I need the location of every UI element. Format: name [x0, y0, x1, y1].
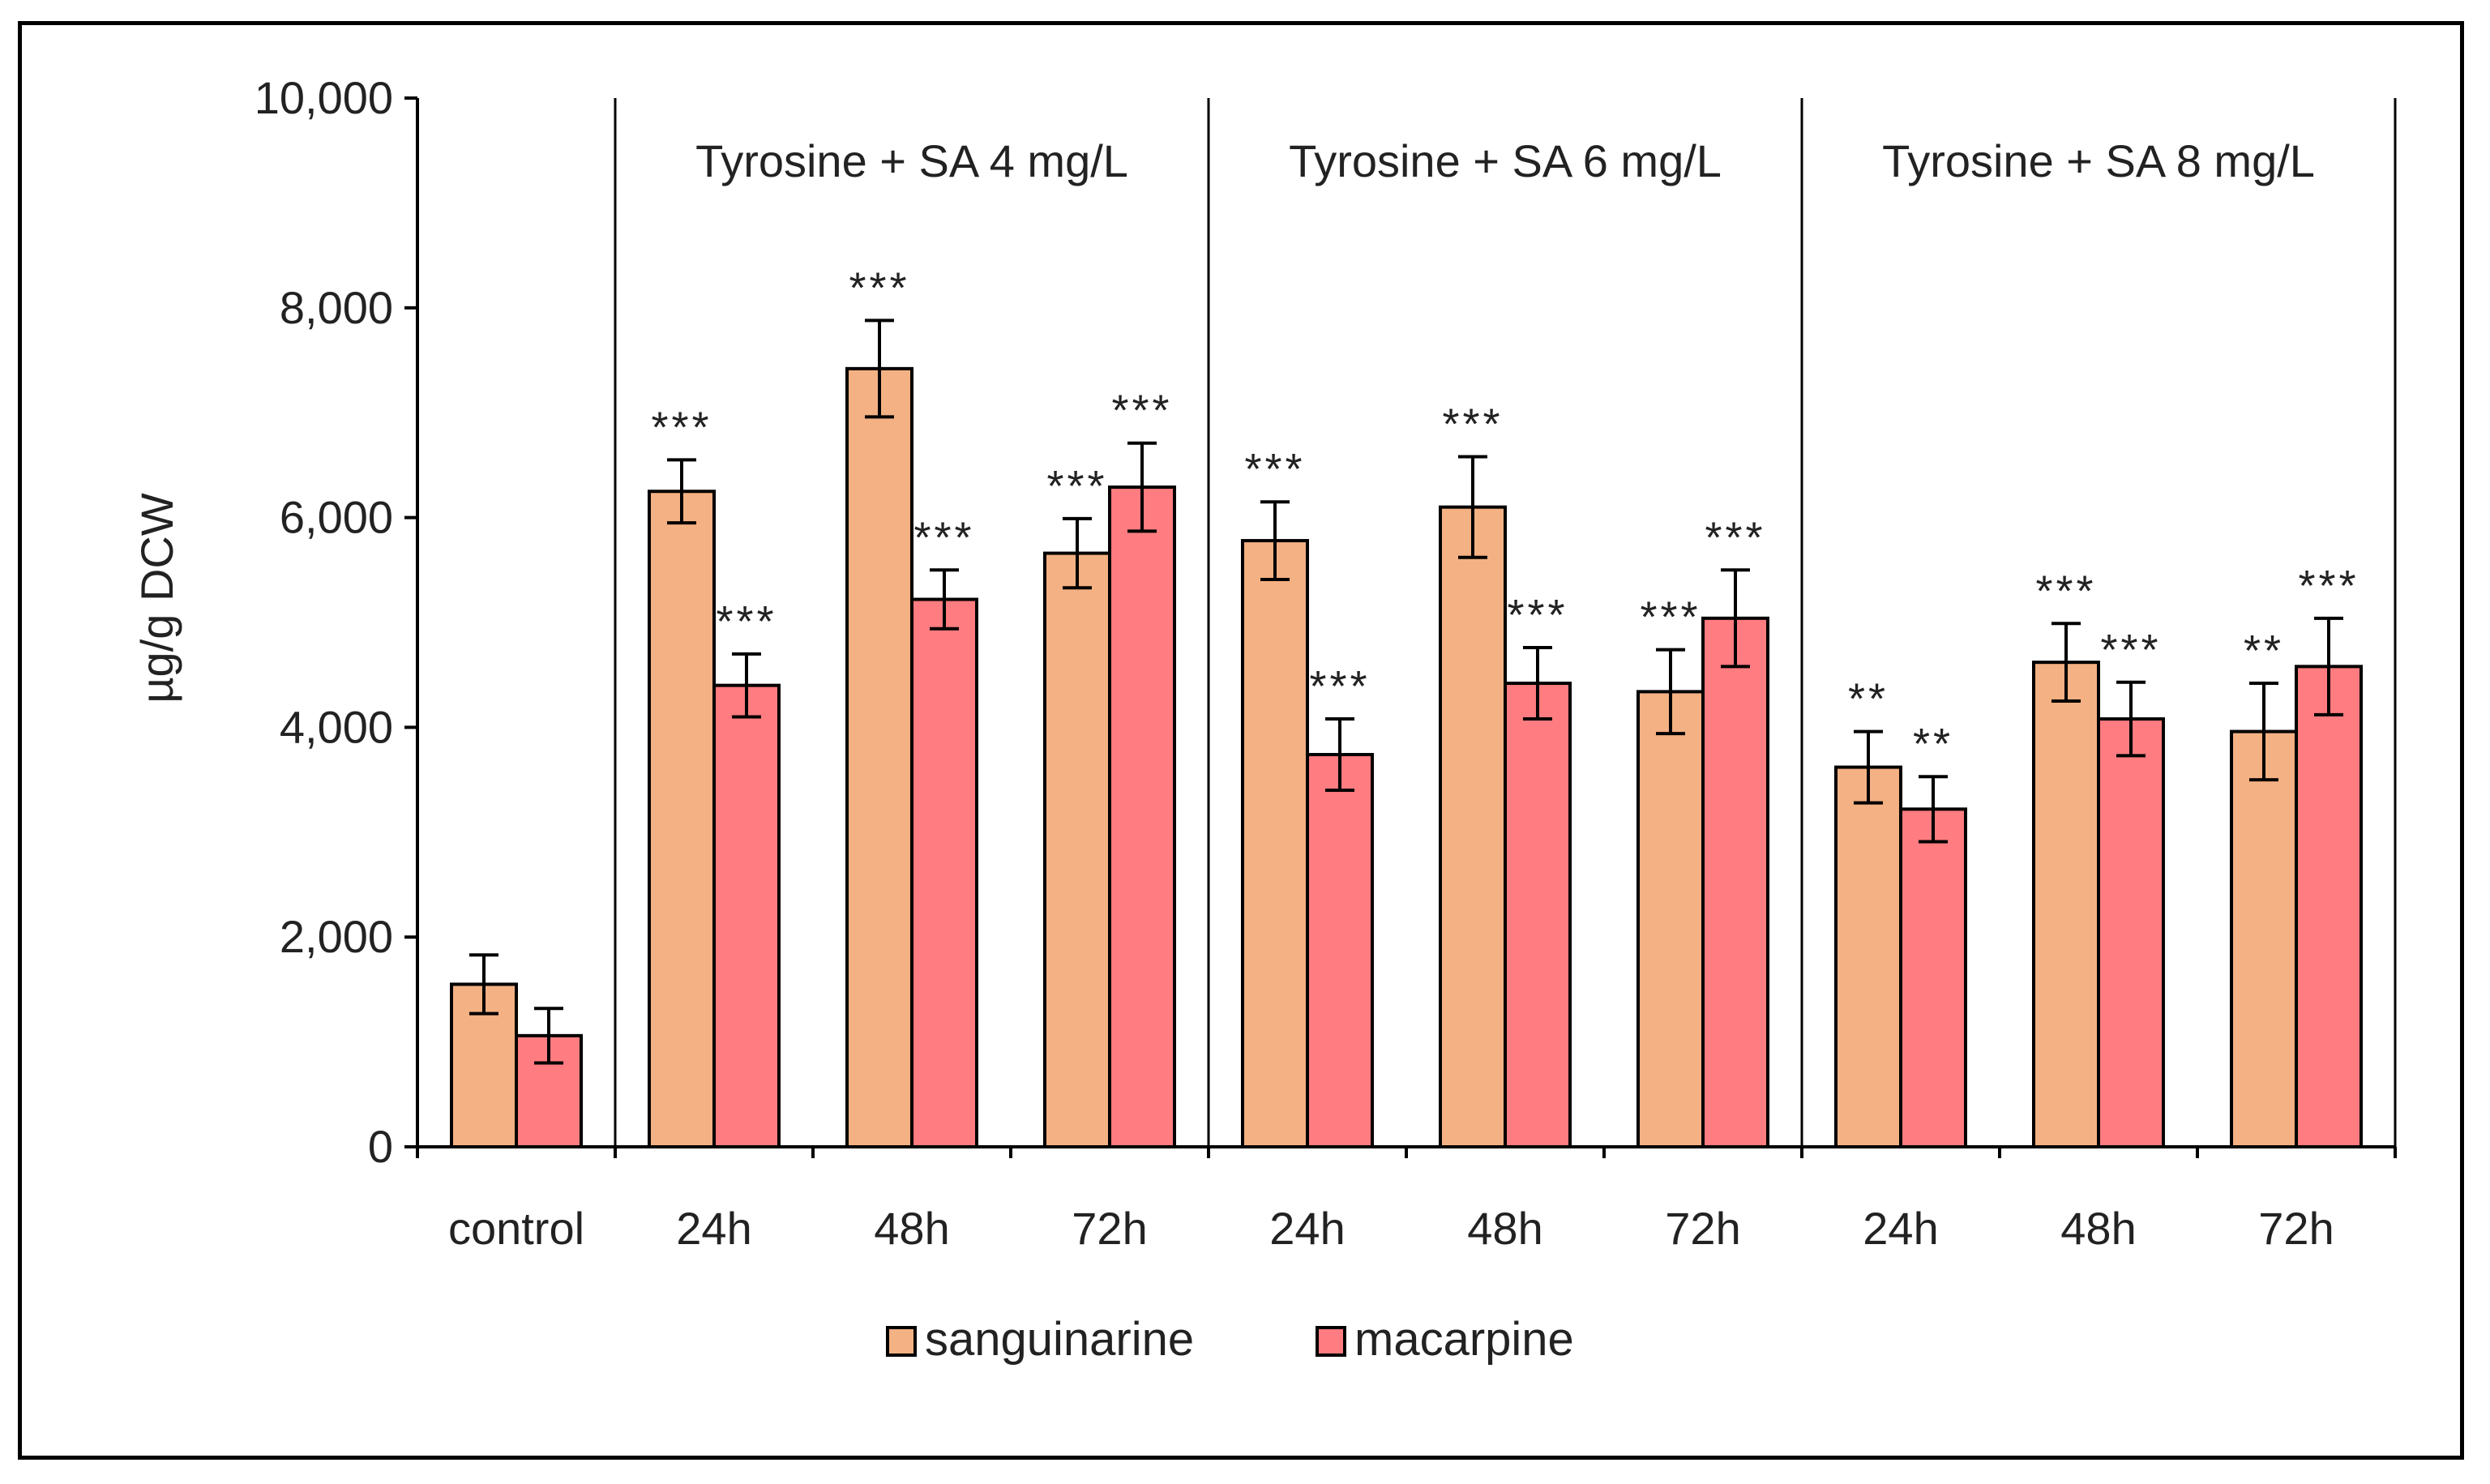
- macarpine-bar: [1701, 616, 1769, 1148]
- y-tick-label: 2,000: [280, 911, 393, 962]
- sanguinarine-bar: [648, 490, 716, 1148]
- macarpine-bar: [910, 597, 978, 1148]
- macarpine-bar: [1108, 485, 1176, 1148]
- legend-swatch-macarpine: [1316, 1326, 1346, 1357]
- x-tick-label: 24h: [1269, 1203, 1345, 1254]
- significance-marker: ***: [2100, 626, 2161, 674]
- y-axis-label: µg/g DCW: [131, 493, 182, 704]
- sanguinarine-bar: [1043, 551, 1111, 1148]
- x-tick-label: 24h: [676, 1203, 751, 1254]
- y-tick-label: 4,000: [280, 701, 393, 752]
- sanguinarine-bar: [2032, 661, 2100, 1148]
- x-tick-label: control: [448, 1203, 584, 1254]
- significance-marker: ***: [1640, 593, 1701, 642]
- x-tick-label: 72h: [1665, 1203, 1740, 1254]
- macarpine-bar: [1306, 753, 1374, 1148]
- macarpine-bar: [2295, 665, 2363, 1148]
- sanguinarine-bar: [1636, 690, 1705, 1148]
- significance-marker: ***: [1705, 513, 1765, 562]
- significance-marker: ***: [1442, 400, 1503, 449]
- macarpine-bar: [1504, 682, 1572, 1148]
- significance-marker: ***: [651, 403, 712, 451]
- error-bars: [469, 319, 2343, 1065]
- legend-label: sanguinarine: [925, 1313, 1194, 1366]
- x-tick-label: 48h: [2060, 1203, 2136, 1254]
- x-tick-label: 24h: [1863, 1203, 1938, 1254]
- significance-marker: ***: [1507, 591, 1568, 639]
- sanguinarine-bar: [845, 366, 913, 1148]
- macarpine-bar: [712, 683, 781, 1148]
- significance-marker: **: [1913, 720, 1953, 768]
- significance-marker: **: [1848, 675, 1889, 724]
- group-title: Tyrosine + SA 8 mg/L: [1882, 135, 2315, 186]
- significance-marker: ***: [1244, 445, 1305, 494]
- significance-marker: **: [2244, 627, 2284, 675]
- bars: [450, 366, 2363, 1149]
- significance-marker: ***: [913, 513, 974, 562]
- x-tick-label: 72h: [1072, 1203, 1147, 1254]
- macarpine-bar: [1899, 807, 1967, 1148]
- sanguinarine-bar: [2230, 729, 2298, 1148]
- sanguinarine-bar: [1241, 539, 1309, 1148]
- sanguinarine-bar: [1439, 505, 1507, 1148]
- significance-marker: ***: [849, 263, 909, 312]
- legend: sanguinarine macarpine: [886, 1313, 1574, 1366]
- legend-swatch-sanguinarine: [886, 1326, 917, 1357]
- y-tick-label: 0: [368, 1121, 393, 1172]
- group-title: Tyrosine + SA 4 mg/L: [695, 135, 1128, 186]
- x-tick-label: 48h: [1467, 1203, 1542, 1254]
- y-tick-label: 8,000: [280, 282, 393, 333]
- legend-label: macarpine: [1354, 1313, 1574, 1366]
- significance-marker: ***: [2035, 567, 2096, 615]
- group-title: Tyrosine + SA 6 mg/L: [1289, 135, 1722, 186]
- labels: 0 2,000 4,000 6,000 8,000 10,000 Tyrosine + SA…: [255, 72, 2359, 1254]
- macarpine-bar: [2097, 717, 2165, 1148]
- significance-marker: ***: [1309, 662, 1370, 711]
- y-tick-label: 10,000: [255, 72, 393, 123]
- significance-marker: ***: [1046, 462, 1107, 511]
- y-tick-label: 6,000: [280, 492, 393, 543]
- x-tick-label: 72h: [2258, 1203, 2334, 1254]
- x-tick-label: 48h: [874, 1203, 949, 1254]
- significance-marker: ***: [716, 597, 777, 646]
- significance-marker: ***: [2298, 562, 2359, 610]
- significance-marker: ***: [1111, 387, 1172, 435]
- sanguinarine-bar: [1834, 765, 1902, 1149]
